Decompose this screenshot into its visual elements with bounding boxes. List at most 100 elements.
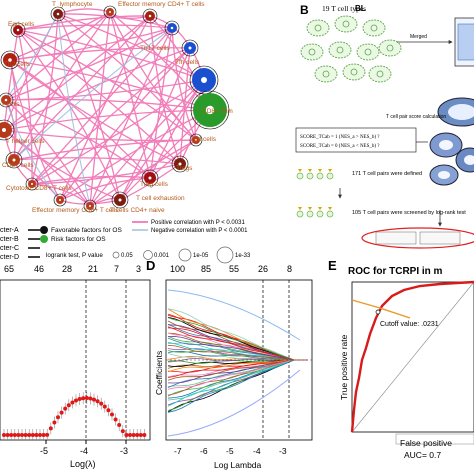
pair-arrow-icon	[328, 169, 332, 172]
c-top-2: 46	[34, 264, 44, 274]
network-node-core	[148, 176, 152, 180]
red-oval	[361, 227, 474, 249]
pair-arrow-icon	[318, 207, 322, 210]
network-node-core	[205, 105, 215, 115]
network-edge	[5, 99, 91, 207]
network-node-ring	[189, 133, 203, 147]
legend-risk: Risk factors for OS	[51, 236, 106, 243]
network-edge	[3, 47, 191, 131]
pair-icon	[306, 172, 314, 180]
cell-pair-blobs	[429, 97, 474, 186]
network-node-core	[201, 77, 207, 83]
panel-a-network: T_lymphocyte Effector memory CD4+ T cell…	[0, 1, 251, 264]
pair-icon	[306, 210, 314, 218]
cv-point	[5, 433, 10, 437]
pair-icon	[326, 172, 334, 180]
cv-point	[41, 433, 46, 437]
coefficient-path	[167, 317, 308, 361]
node-label-t-cell-exhaustion: T cell exhaustion	[136, 195, 185, 202]
legend-positive: Positive correlation with P < 0.0031	[151, 220, 245, 226]
network-edge	[9, 59, 181, 165]
cv-point	[63, 406, 68, 411]
d-top-3: 55	[229, 264, 239, 274]
t-cell-icon	[306, 19, 330, 37]
node-label-cytotoxic: Cytotoxic CD8+ T cells	[6, 185, 72, 192]
cv-point	[56, 415, 60, 420]
cv-point	[30, 433, 35, 437]
network-node-ring	[164, 20, 180, 36]
c-top-5: 7	[114, 264, 119, 274]
network-edge	[3, 129, 121, 201]
pair-arrow-icon	[298, 207, 302, 210]
screened-label: 105 T cell pairs were screened by log-ra…	[352, 210, 466, 216]
cv-point	[52, 420, 57, 425]
cv-point	[131, 433, 136, 437]
cv-point	[34, 433, 39, 437]
network-node-core	[178, 162, 182, 166]
network-edge	[5, 27, 173, 101]
cv-point	[59, 410, 64, 415]
network-edge	[5, 79, 205, 101]
d-xlabel: Log Lambda	[214, 460, 262, 470]
c-xtick-3: -3	[120, 446, 128, 456]
auc-label: AUC= 0.7	[404, 450, 441, 460]
score-formula-box	[295, 127, 417, 153]
cv-point	[95, 399, 100, 404]
network-edge	[13, 157, 181, 165]
t-cell-icons	[300, 15, 402, 83]
coefficient-path	[167, 289, 301, 341]
network-edge	[31, 79, 205, 185]
network-node-ring	[5, 151, 23, 169]
d-top-4: 26	[258, 264, 268, 274]
t-cell-nucleus	[342, 20, 350, 28]
network-node-core	[2, 128, 6, 132]
coefficient-path	[167, 359, 308, 390]
network-node-ring	[171, 155, 189, 173]
network-node-core	[188, 46, 192, 50]
pair-arrow-icon	[328, 207, 332, 210]
merged-label: Merged	[410, 34, 427, 40]
cv-point	[138, 433, 143, 437]
network-node-ring	[0, 50, 20, 70]
t-cell-nucleus	[308, 48, 316, 56]
coefficient-path	[167, 327, 308, 361]
cv-point	[113, 417, 118, 422]
c-xtick-2: -4	[80, 446, 88, 456]
network-edge	[3, 109, 211, 131]
roc-line	[350, 280, 474, 433]
d-xtick-2: -6	[200, 446, 208, 456]
network-node-ring	[83, 199, 97, 213]
c-top-6: 3	[136, 264, 141, 274]
node-label-egd: Egd cells	[8, 21, 35, 28]
network-edge	[119, 47, 191, 201]
network-node-core	[148, 14, 152, 18]
pair-icon	[316, 172, 324, 180]
panel-d-coef-paths: D 100 85 55 26 8 Coefficients -7 -6 -5 -…	[146, 258, 313, 470]
network-edge	[89, 11, 111, 207]
t-cell-nucleus	[336, 46, 344, 54]
t-cell-icon	[334, 15, 358, 33]
network-edge	[5, 98, 211, 111]
panel-e-roc: E ROC for TCRPI in m True positive rate …	[328, 258, 474, 460]
panel-d-label: D	[146, 258, 155, 273]
node-label-th17: Th17 cells	[140, 45, 170, 52]
d-xtick-5: -3	[279, 446, 287, 456]
coefficient-path	[167, 344, 308, 361]
cv-point	[92, 397, 96, 402]
node-label-t-cells-cd4-naive: T cells CD4+ naive	[110, 207, 165, 214]
network-edge	[5, 13, 59, 101]
panel-c-cv-plot: 65 46 28 21 7 3 -5 -4 -3 Log(λ)	[0, 264, 151, 469]
d-xtick-4: -4	[253, 446, 261, 456]
cv-point	[128, 433, 132, 437]
c-xtick-1: -5	[40, 446, 48, 456]
network-node-core	[89, 205, 91, 207]
c-top-1: 65	[4, 264, 14, 274]
cv-point	[16, 433, 21, 437]
node-label-t-helper: T helper cells	[6, 138, 45, 145]
network-node-core	[109, 11, 111, 13]
network-edge	[57, 8, 111, 15]
t-cell-nucleus	[386, 44, 394, 52]
network-node-core	[56, 12, 60, 16]
network-edge	[17, 15, 151, 31]
network-edge	[59, 199, 121, 205]
